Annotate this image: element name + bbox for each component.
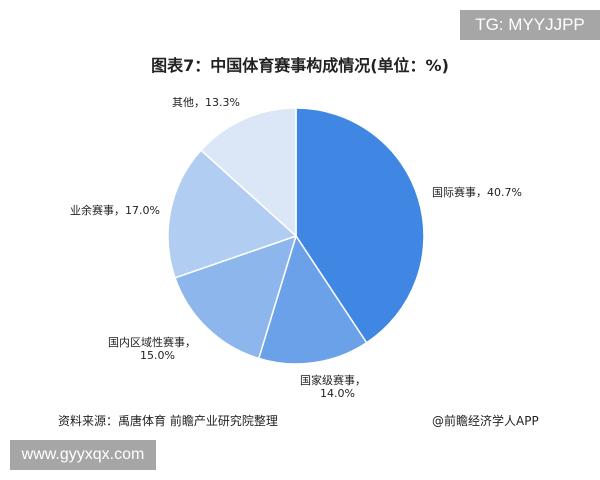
chart-title: 图表7：中国体育赛事构成情况(单位：%) (151, 56, 449, 75)
slice-label-national-name: 国家级赛事， (300, 374, 366, 387)
watermark-top: TG: MYYJJPP (460, 10, 600, 40)
pie-slice-4 (199, 107, 297, 238)
source-note: 资料来源：禹唐体育 前瞻产业研究院整理 (58, 414, 278, 428)
pie-slice-3 (167, 149, 298, 279)
slice-label-regional-value: 15.0% (140, 349, 175, 362)
slice-label-regional-name: 国内区域性赛事， (108, 336, 196, 349)
pie-slice-2 (174, 234, 298, 360)
slice-label-other: 其他，13.3% (172, 96, 240, 109)
slice-label-national-value: 14.0% (320, 387, 355, 400)
credit-note: @前瞻经济学人APP (432, 414, 539, 428)
pie-slice-1 (257, 234, 368, 365)
watermark-bottom: www.gyyxqx.com (10, 440, 156, 470)
slice-label-international: 国际赛事，40.7% (432, 186, 522, 199)
slice-label-amateur: 业余赛事，17.0% (70, 204, 160, 217)
